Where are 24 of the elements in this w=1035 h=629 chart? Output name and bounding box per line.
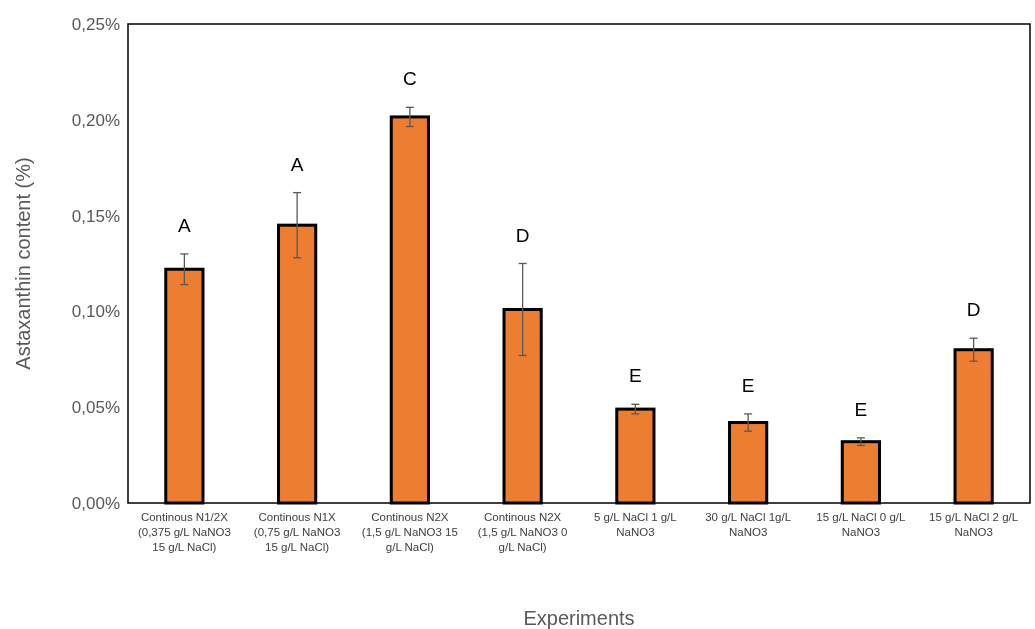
annotation: E (854, 398, 868, 420)
x-tick-label: Continous N1/2X (0,375 g/L NaNO3 15 g/L NaCl) (137, 511, 231, 553)
y-axis-title: Astaxanthin content (%) (12, 157, 34, 370)
y-tick-label: 0,20% (71, 110, 120, 130)
annotation: D (515, 224, 530, 246)
x-tick-label: Continous N2X (1,5 g/L NaNO3 15 g/L NaCl) (361, 511, 458, 553)
y-tick-label: 0,25% (71, 14, 120, 34)
x-tick-label: 30 g/L NaCl 1g/L NaNO3 (705, 511, 792, 538)
x-axis-title: Experiments (523, 607, 635, 629)
x-tick-label: 15 g/L NaCl 2 g/L NaNO3 (929, 511, 1019, 538)
annotation: E (629, 365, 642, 387)
x-tick-label: 5 g/L NaCl 1 g/L NaNO3 (594, 511, 678, 538)
y-tick-label: 0,10% (71, 302, 120, 322)
annotation: C (403, 68, 417, 90)
annotation: A (178, 214, 192, 236)
x-tick-label: Continous N2X (1,5 g/L NaNO3 0 g/L NaCl) (477, 511, 568, 553)
y-tick-label: 0,05% (71, 398, 120, 418)
annotation: A (290, 153, 304, 175)
y-tick-label: 0,00% (71, 493, 120, 513)
x-tick-label: Continous N1X (0,75 g/L NaNO3 15 g/L NaCl) (253, 511, 341, 553)
annotation: D (966, 299, 981, 321)
x-tick-label: 15 g/L NaCl 0 g/L NaNO3 (816, 511, 907, 538)
y-tick-label: 0,15% (71, 206, 120, 226)
annotation: E (741, 374, 755, 396)
